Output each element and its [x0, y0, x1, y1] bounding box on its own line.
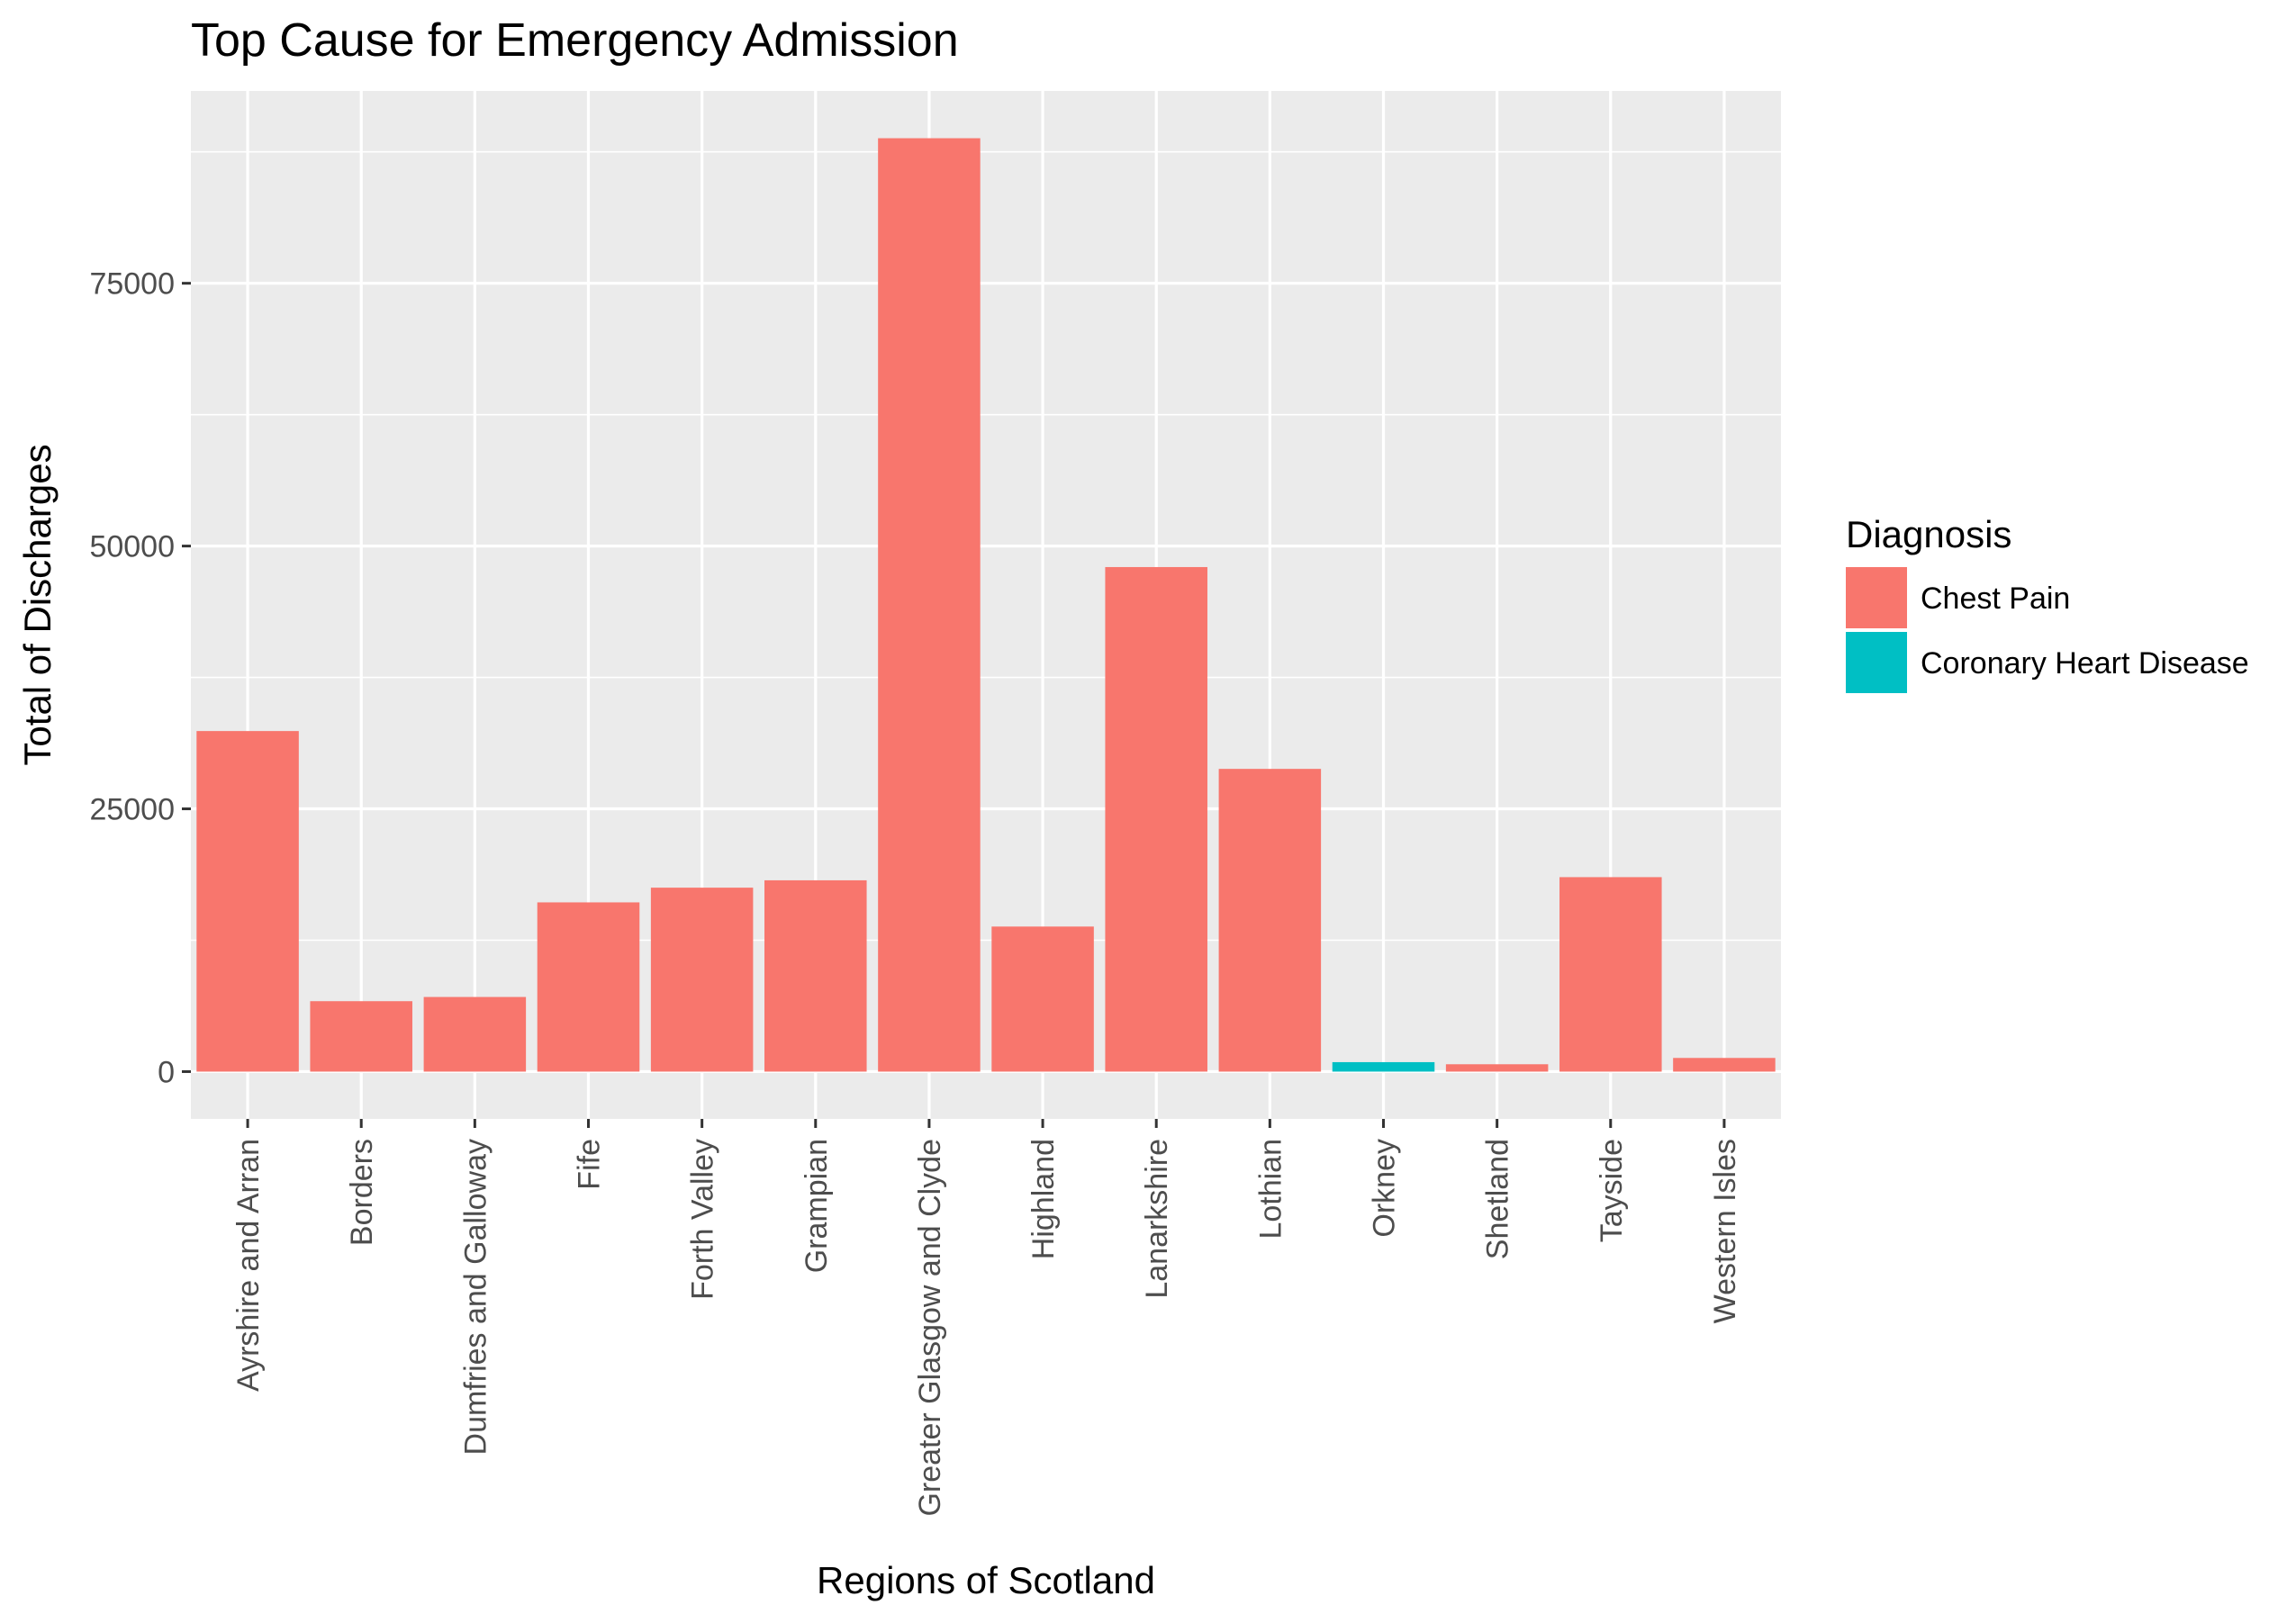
x-tick-label: Borders: [345, 1139, 379, 1246]
y-tick-label: 75000: [89, 267, 175, 302]
x-tick-label: Ayrshire and Arran: [231, 1139, 266, 1392]
legend-key-2: [1846, 632, 1907, 693]
bar-fife: [538, 902, 640, 1071]
x-tick-label: Grampian: [800, 1139, 834, 1273]
x-tick-label: Greater Glasgow and Clyde: [913, 1139, 947, 1517]
legend-label-1: Chest Pain: [1921, 582, 2070, 616]
plot-panel: [191, 91, 1781, 1119]
legend-title: Diagnosis: [1846, 513, 2011, 555]
bar-borders: [310, 1001, 412, 1071]
x-tick-label: Tayside: [1595, 1139, 1629, 1242]
bar-greater-glasgow-and-clyde: [878, 139, 981, 1072]
bar-western-isles: [1673, 1058, 1776, 1071]
x-tick-label: Lanarkshire: [1140, 1139, 1174, 1299]
chart-title: Top Cause for Emergency Admission: [191, 14, 959, 67]
bar-orkney: [1333, 1062, 1435, 1072]
bar-lanarkshire: [1105, 567, 1207, 1071]
bar-dumfries-and-galloway: [424, 997, 527, 1072]
x-tick-label: Shetland: [1481, 1139, 1515, 1259]
x-tick-label: Highland: [1026, 1139, 1061, 1259]
bar-shetland: [1446, 1064, 1549, 1071]
x-tick-label: Forth Valley: [686, 1139, 720, 1300]
x-tick-label: Orkney: [1368, 1139, 1402, 1238]
bar-tayside: [1559, 877, 1662, 1071]
bar-ayrshire-and-arran: [196, 731, 299, 1071]
bar-forth-valley: [651, 888, 754, 1071]
x-axis-title: Regions of Scotland: [817, 1559, 1155, 1601]
x-tick-label: Dumfries and Galloway: [458, 1139, 493, 1455]
y-tick-label: 0: [158, 1055, 175, 1089]
y-tick-label: 25000: [89, 793, 175, 827]
x-tick-label: Lothian: [1253, 1139, 1288, 1240]
y-axis: 0 25000 50000 75000: [89, 267, 191, 1090]
bar-grampian: [764, 880, 867, 1072]
y-axis-title: Total of Discharges: [16, 444, 59, 765]
legend-label-2: Coronary Heart Disease: [1921, 646, 2249, 681]
legend: Diagnosis Chest Pain Coronary Heart Disea…: [1846, 513, 2249, 693]
bar-highland: [991, 926, 1094, 1071]
x-axis: Ayrshire and Arran Borders Dumfries and Ga…: [231, 1119, 1742, 1517]
y-tick-label: 50000: [89, 530, 175, 564]
x-tick-label: Western Isles: [1708, 1139, 1742, 1323]
bar-lothian: [1219, 769, 1322, 1071]
x-tick-label: Fife: [573, 1139, 607, 1190]
legend-key-1: [1846, 567, 1907, 628]
